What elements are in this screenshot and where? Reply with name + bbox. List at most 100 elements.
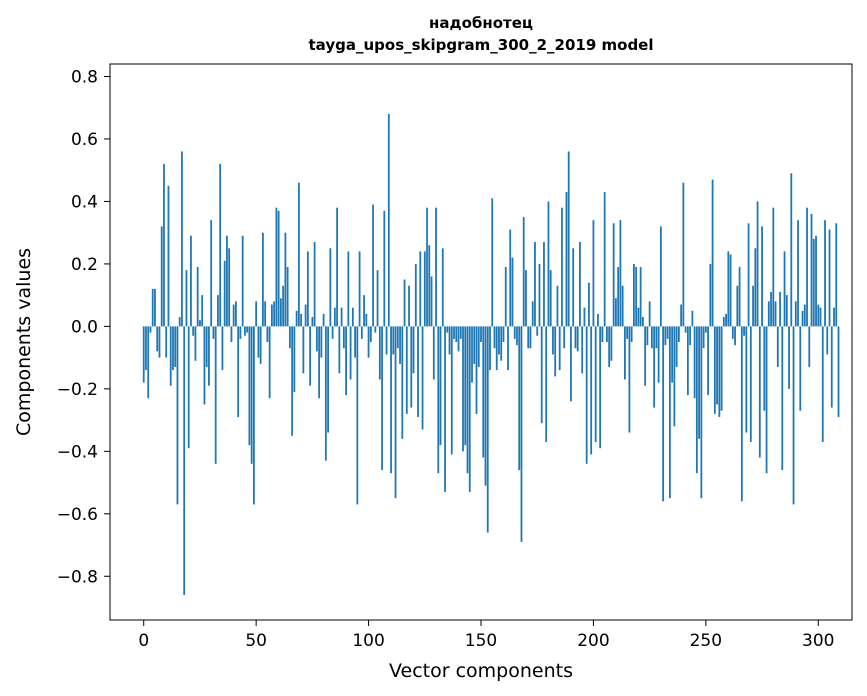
bar: [396, 326, 399, 349]
bar: [466, 326, 469, 474]
bar: [385, 326, 388, 355]
bar: [821, 326, 824, 442]
bar: [383, 210, 386, 327]
bar: [673, 326, 676, 427]
y-tick-label: 0.6: [71, 130, 98, 150]
bar: [680, 304, 683, 327]
y-tick-label: 0.4: [71, 192, 98, 212]
bar: [185, 270, 188, 327]
bar: [297, 182, 300, 327]
bar: [192, 326, 195, 336]
bar: [736, 285, 739, 327]
bar: [190, 235, 192, 327]
bar: [659, 226, 662, 327]
bar: [545, 326, 548, 442]
bar: [228, 248, 231, 327]
bar: [668, 326, 671, 499]
bar: [250, 326, 253, 464]
bar: [628, 326, 631, 433]
bar: [462, 326, 464, 452]
bar: [767, 301, 770, 327]
bar: [473, 326, 476, 364]
bar: [363, 295, 365, 327]
bar: [770, 292, 772, 327]
bar: [158, 326, 161, 358]
bar: [799, 326, 802, 411]
bar: [563, 326, 566, 349]
bar: [441, 248, 444, 327]
bar: [322, 313, 325, 327]
bar: [788, 326, 790, 389]
bar: [142, 326, 145, 383]
bar: [567, 151, 570, 327]
bar: [552, 326, 554, 355]
y-tick-label: −0.2: [57, 380, 98, 400]
bar: [444, 326, 446, 492]
bar: [374, 326, 377, 333]
bar: [160, 226, 163, 327]
bar: [439, 326, 442, 446]
bar: [151, 288, 154, 327]
bar: [610, 326, 613, 361]
bar: [270, 304, 273, 327]
bar: [639, 267, 642, 327]
bar: [149, 326, 152, 333]
bar: [686, 326, 689, 396]
bar: [181, 151, 183, 327]
bar: [547, 201, 550, 327]
bar: [565, 192, 568, 327]
bar: [421, 326, 424, 430]
bar: [489, 326, 491, 371]
bar: [626, 326, 629, 339]
y-axis-ticks: −0.8 −0.6 −0.4 −0.2 0.0 0.2 0.4 0.6 0.8: [57, 67, 110, 587]
bar: [538, 263, 541, 327]
y-tick-label: 0.0: [71, 317, 98, 337]
bar: [223, 260, 226, 327]
x-tick-label: 200: [577, 631, 609, 651]
bar: [531, 301, 534, 327]
bar: [426, 207, 428, 327]
bar: [239, 326, 242, 339]
bar: [174, 326, 177, 367]
bar: [408, 285, 410, 327]
bar: [279, 298, 282, 327]
bar: [291, 326, 294, 436]
bar: [273, 301, 276, 327]
bar: [217, 295, 219, 327]
bar: [704, 326, 707, 333]
bar: [403, 279, 406, 327]
bar: [356, 326, 359, 505]
y-tick-label: −0.6: [57, 505, 98, 525]
bar: [275, 207, 278, 327]
bar: [502, 326, 505, 342]
bar: [522, 217, 525, 327]
x-tick-label: 100: [352, 631, 384, 651]
bar: [810, 213, 813, 327]
bar: [682, 182, 685, 327]
bar: [556, 285, 559, 327]
bar: [235, 301, 237, 327]
bar: [147, 326, 150, 399]
bar: [219, 163, 222, 327]
bar: [471, 326, 473, 383]
bar: [432, 326, 435, 380]
y-axis-label: Components values: [13, 248, 35, 436]
bar: [401, 326, 404, 439]
bar: [812, 238, 815, 327]
bar: [828, 229, 831, 327]
bar: [826, 326, 829, 355]
bars-group: [142, 113, 840, 596]
bar: [833, 307, 835, 327]
bar: [794, 301, 797, 327]
bar: [221, 326, 224, 371]
bar: [554, 326, 557, 377]
bar: [801, 310, 804, 327]
bar: [711, 179, 714, 327]
bar: [345, 326, 347, 396]
bar: [504, 267, 507, 327]
bar: [486, 326, 489, 533]
bar: [516, 326, 518, 346]
bar: [664, 326, 667, 346]
bar: [205, 326, 208, 367]
